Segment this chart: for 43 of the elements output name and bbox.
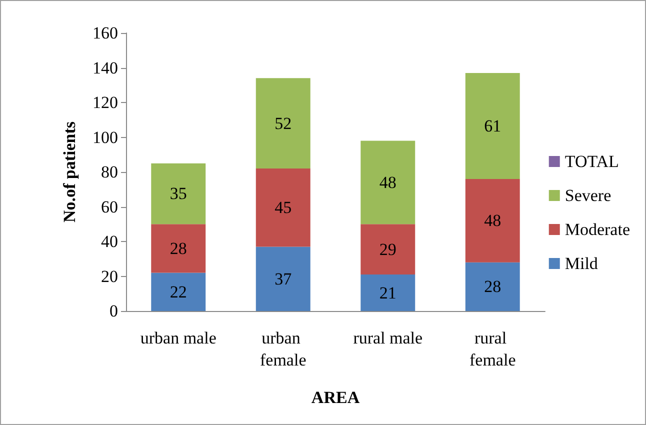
y-tick-label: 160 [92,24,118,42]
y-tick-label: 120 [92,93,118,112]
data-label: 35 [170,184,187,204]
data-label: 21 [379,283,396,302]
bar [151,224,206,273]
y-axis-title: No.of patients [60,121,79,223]
data-label: 52 [274,114,292,133]
x-tick-label: rural female [470,328,516,370]
x-tick-label: urban male [140,328,216,348]
y-tick-label: 20 [101,266,118,286]
y-tick-label: 40 [101,232,118,251]
data-label: 48 [484,211,502,230]
bar [360,140,416,224]
legend-label: Severe [564,186,612,205]
x-axis-title: AREA [311,388,360,407]
legend-label: TOTAL [564,152,619,171]
y-tick-label: 0 [110,302,118,320]
y-tick-label: 140 [92,58,118,78]
data-label: 37 [274,269,292,288]
bar [256,168,310,247]
data-label: 48 [379,172,396,192]
y-tick-label: 60 [101,197,118,216]
data-label: 28 [170,238,187,258]
bar [360,274,416,311]
data-label: 61 [484,116,502,136]
x-tick-label: rural male [353,328,423,348]
bar [151,272,206,311]
x-tick-label: urban female [260,328,306,370]
bar [256,78,310,169]
data-label: 22 [170,282,187,302]
bar [360,224,416,275]
legend-label: Moderate [564,220,630,239]
data-label: 28 [484,277,502,296]
legend-label: Mild [564,254,598,273]
y-tick-label: 80 [101,162,118,182]
bar [256,246,310,311]
bar [151,163,206,224]
data-label: 29 [379,240,396,259]
bar [465,262,520,311]
bar [465,72,520,179]
data-label: 45 [274,198,292,218]
bar [465,178,520,262]
y-tick-label: 100 [92,128,118,147]
